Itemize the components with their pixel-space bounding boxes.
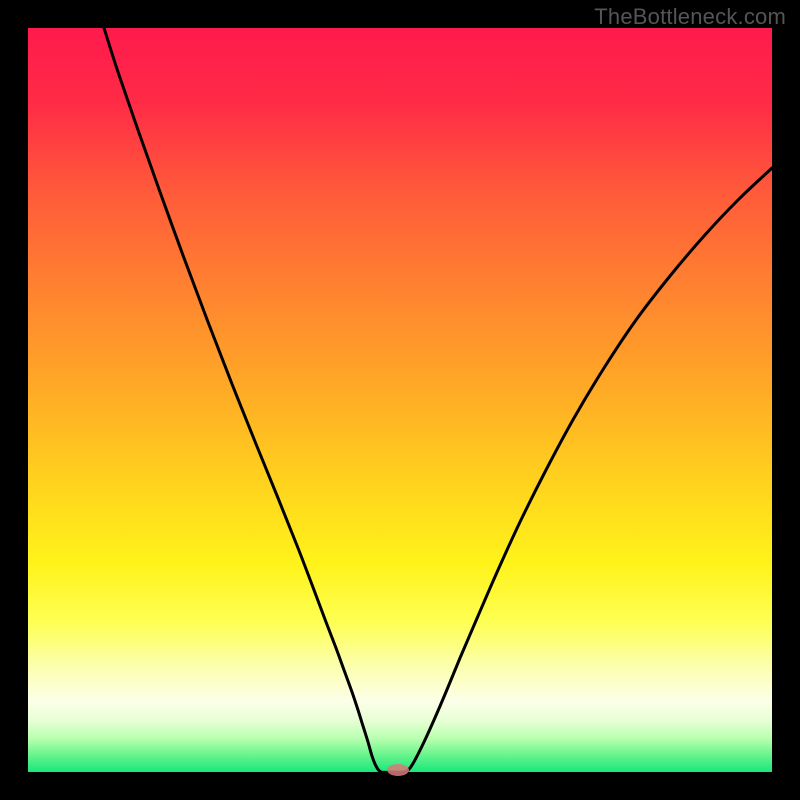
gradient-background — [28, 28, 772, 772]
chart-svg — [0, 0, 800, 800]
optimal-marker — [387, 764, 409, 776]
bottleneck-chart: TheBottleneck.com — [0, 0, 800, 800]
watermark-text: TheBottleneck.com — [594, 4, 786, 30]
